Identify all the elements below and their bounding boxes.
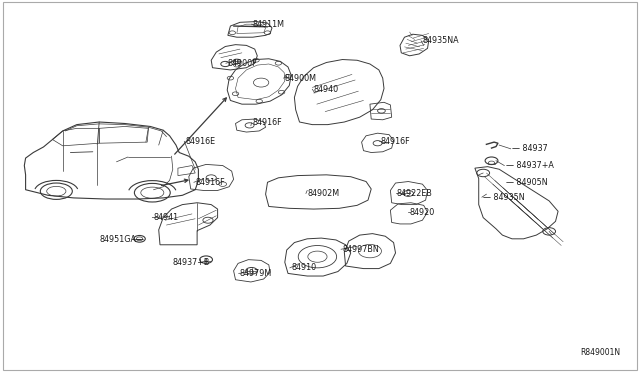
Text: — 84905N: — 84905N [506, 178, 547, 187]
Text: 84910: 84910 [291, 263, 316, 272]
Text: — 84937: — 84937 [512, 144, 548, 153]
Text: 84916F: 84916F [381, 137, 410, 146]
Text: 84979M: 84979M [240, 269, 272, 278]
Text: 84900F: 84900F [227, 59, 257, 68]
Text: 84997BN: 84997BN [342, 245, 379, 254]
Text: 84935NA: 84935NA [422, 36, 459, 45]
Text: 84922EB: 84922EB [397, 189, 433, 198]
Text: 84951GA—: 84951GA— [99, 235, 144, 244]
Text: 84941: 84941 [154, 213, 179, 222]
Text: R849001N: R849001N [580, 348, 621, 357]
Text: 84911M: 84911M [253, 20, 285, 29]
Text: 84916F: 84916F [195, 178, 225, 187]
Text: 84940: 84940 [314, 85, 339, 94]
Text: 84916E: 84916E [186, 137, 216, 146]
Text: 84916F: 84916F [253, 118, 282, 127]
Text: 84902M: 84902M [307, 189, 339, 198]
Text: — 84937+A: — 84937+A [506, 161, 554, 170]
Text: — 84935N: — 84935N [483, 193, 525, 202]
Text: 84920: 84920 [410, 208, 435, 217]
Text: 84900M: 84900M [285, 74, 317, 83]
Text: 84937+B: 84937+B [173, 258, 210, 267]
